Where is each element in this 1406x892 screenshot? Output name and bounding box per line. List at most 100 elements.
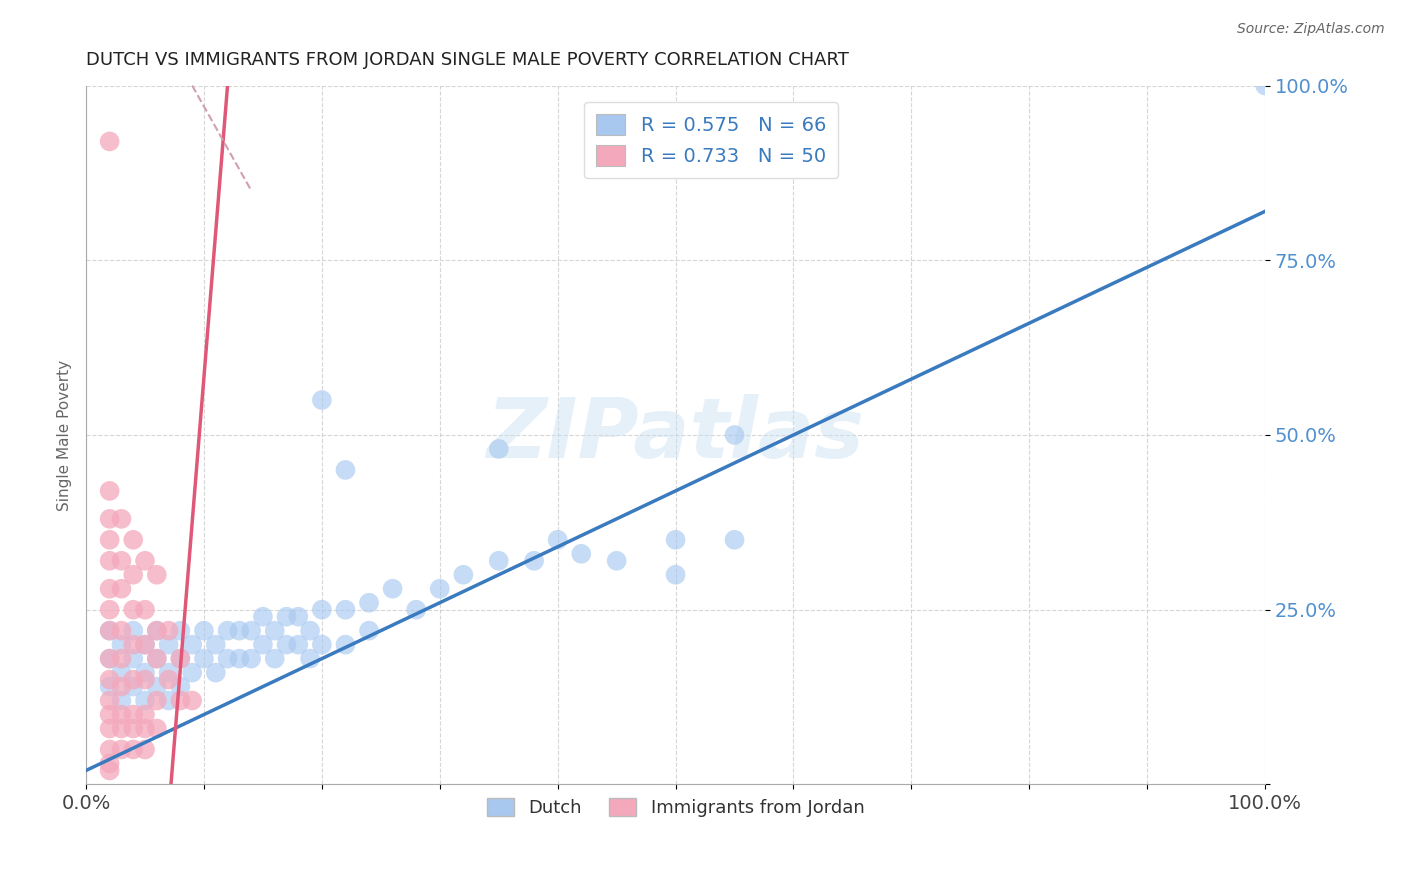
Point	[110, 693, 132, 707]
Point	[263, 624, 285, 638]
Point	[98, 673, 121, 687]
Point	[252, 609, 274, 624]
Point	[240, 624, 263, 638]
Point	[276, 638, 298, 652]
Point	[134, 742, 156, 756]
Point	[134, 673, 156, 687]
Point	[134, 707, 156, 722]
Point	[287, 609, 309, 624]
Point	[217, 624, 239, 638]
Point	[488, 442, 510, 456]
Point	[146, 567, 169, 582]
Point	[276, 609, 298, 624]
Point	[134, 638, 156, 652]
Point	[98, 582, 121, 596]
Point	[547, 533, 569, 547]
Point	[110, 742, 132, 756]
Point	[157, 665, 180, 680]
Point	[405, 603, 427, 617]
Point	[98, 651, 121, 665]
Point	[488, 554, 510, 568]
Text: Source: ZipAtlas.com: Source: ZipAtlas.com	[1237, 22, 1385, 37]
Point	[429, 582, 451, 596]
Y-axis label: Single Male Poverty: Single Male Poverty	[58, 359, 72, 510]
Point	[98, 603, 121, 617]
Point	[193, 651, 215, 665]
Point	[134, 665, 156, 680]
Point	[228, 624, 250, 638]
Point	[299, 624, 322, 638]
Point	[335, 603, 357, 617]
Point	[110, 722, 132, 736]
Point	[134, 722, 156, 736]
Point	[146, 651, 169, 665]
Point	[569, 547, 592, 561]
Point	[169, 693, 191, 707]
Point	[723, 533, 745, 547]
Point	[134, 554, 156, 568]
Point	[146, 693, 169, 707]
Point	[98, 693, 121, 707]
Point	[98, 756, 121, 771]
Legend: Dutch, Immigrants from Jordan: Dutch, Immigrants from Jordan	[479, 790, 872, 824]
Point	[122, 673, 145, 687]
Point	[169, 680, 191, 694]
Point	[157, 673, 180, 687]
Point	[134, 693, 156, 707]
Point	[523, 554, 546, 568]
Point	[381, 582, 404, 596]
Point	[110, 582, 132, 596]
Point	[98, 651, 121, 665]
Point	[157, 638, 180, 652]
Point	[122, 707, 145, 722]
Point	[110, 638, 132, 652]
Point	[122, 680, 145, 694]
Point	[98, 722, 121, 736]
Point	[169, 651, 191, 665]
Point	[98, 680, 121, 694]
Point	[122, 567, 145, 582]
Point	[146, 651, 169, 665]
Point	[723, 428, 745, 442]
Point	[146, 680, 169, 694]
Point	[110, 651, 132, 665]
Point	[287, 638, 309, 652]
Point	[98, 742, 121, 756]
Point	[98, 554, 121, 568]
Point	[98, 624, 121, 638]
Point	[193, 624, 215, 638]
Point	[122, 651, 145, 665]
Point	[122, 624, 145, 638]
Point	[122, 603, 145, 617]
Point	[299, 651, 322, 665]
Point	[98, 483, 121, 498]
Point	[228, 651, 250, 665]
Point	[98, 707, 121, 722]
Point	[181, 693, 204, 707]
Point	[122, 533, 145, 547]
Point	[311, 392, 333, 407]
Point	[665, 533, 688, 547]
Point	[110, 624, 132, 638]
Point	[357, 596, 380, 610]
Text: DUTCH VS IMMIGRANTS FROM JORDAN SINGLE MALE POVERTY CORRELATION CHART: DUTCH VS IMMIGRANTS FROM JORDAN SINGLE M…	[86, 51, 849, 69]
Point	[146, 722, 169, 736]
Point	[122, 722, 145, 736]
Point	[335, 463, 357, 477]
Point	[181, 638, 204, 652]
Point	[217, 651, 239, 665]
Point	[110, 707, 132, 722]
Point	[110, 665, 132, 680]
Point	[122, 742, 145, 756]
Point	[110, 512, 132, 526]
Point	[204, 665, 226, 680]
Point	[98, 135, 121, 149]
Point	[110, 554, 132, 568]
Point	[204, 638, 226, 652]
Point	[122, 638, 145, 652]
Point	[98, 764, 121, 778]
Point	[311, 638, 333, 652]
Point	[134, 603, 156, 617]
Point	[169, 624, 191, 638]
Point	[181, 665, 204, 680]
